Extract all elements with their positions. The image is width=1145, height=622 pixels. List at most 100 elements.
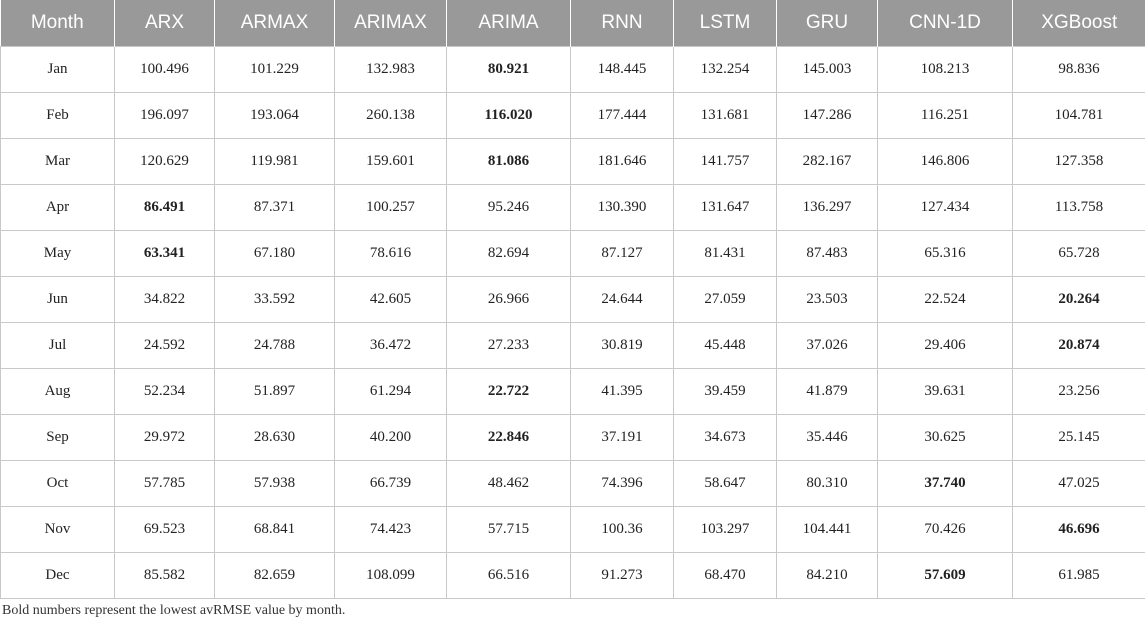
value-cell: 78.616 <box>334 230 447 277</box>
value-cell: 61.985 <box>1012 552 1145 599</box>
month-cell: Jun <box>0 276 115 323</box>
month-cell: Jan <box>0 46 115 93</box>
value-cell: 81.431 <box>673 230 777 277</box>
value-cell: 103.297 <box>673 506 777 553</box>
value-cell: 45.448 <box>673 322 777 369</box>
value-cell: 87.127 <box>570 230 674 277</box>
month-cell: Jul <box>0 322 115 369</box>
value-cell: 20.264 <box>1012 276 1145 323</box>
value-cell: 136.297 <box>776 184 878 231</box>
value-cell: 22.524 <box>877 276 1013 323</box>
table-row: May 63.341 67.180 78.616 82.694 87.127 81.431 8… <box>0 230 1145 277</box>
value-cell: 68.470 <box>673 552 777 599</box>
value-cell: 30.819 <box>570 322 674 369</box>
value-cell: 57.938 <box>214 460 335 507</box>
month-cell: Mar <box>0 138 115 185</box>
table-row: Oct 57.785 57.938 66.739 48.462 74.396 58.647 8… <box>0 460 1145 507</box>
value-cell: 37.191 <box>570 414 674 461</box>
month-cell: Feb <box>0 92 115 139</box>
month-cell: Apr <box>0 184 115 231</box>
header-month: Month <box>0 0 115 47</box>
value-cell: 147.286 <box>776 92 878 139</box>
table-row: Jul 24.592 24.788 36.472 27.233 30.819 45.448 3… <box>0 322 1145 369</box>
header-cnn-1d: CNN-1D <box>877 0 1013 47</box>
value-cell: 104.781 <box>1012 92 1145 139</box>
results-table: Month ARX ARMAX ARIMAX ARIMA RNN LSTM GR… <box>0 0 1145 599</box>
value-cell: 57.715 <box>446 506 571 553</box>
table-row: Apr 86.491 87.371 100.257 95.246 130.390 131.6… <box>0 184 1145 231</box>
value-cell: 52.234 <box>114 368 215 415</box>
header-xgboost: XGBoost <box>1012 0 1145 47</box>
value-cell: 40.200 <box>334 414 447 461</box>
value-cell: 35.446 <box>776 414 878 461</box>
table-row: Feb 196.097 193.064 260.138 116.020 177.444 13… <box>0 92 1145 139</box>
value-cell: 260.138 <box>334 92 447 139</box>
value-cell: 196.097 <box>114 92 215 139</box>
value-cell: 80.921 <box>446 46 571 93</box>
value-cell: 181.646 <box>570 138 674 185</box>
value-cell: 69.523 <box>114 506 215 553</box>
table-body: Jan 100.496 101.229 132.983 80.921 148.445 132… <box>0 46 1145 599</box>
value-cell: 25.145 <box>1012 414 1145 461</box>
value-cell: 28.630 <box>214 414 335 461</box>
header-arima: ARIMA <box>446 0 571 47</box>
value-cell: 68.841 <box>214 506 335 553</box>
value-cell: 82.694 <box>446 230 571 277</box>
value-cell: 113.758 <box>1012 184 1145 231</box>
value-cell: 82.659 <box>214 552 335 599</box>
value-cell: 37.740 <box>877 460 1013 507</box>
value-cell: 24.592 <box>114 322 215 369</box>
value-cell: 131.681 <box>673 92 777 139</box>
value-cell: 42.605 <box>334 276 447 323</box>
value-cell: 91.273 <box>570 552 674 599</box>
value-cell: 131.647 <box>673 184 777 231</box>
header-row: Month ARX ARMAX ARIMAX ARIMA RNN LSTM GR… <box>0 0 1145 47</box>
value-cell: 27.233 <box>446 322 571 369</box>
value-cell: 41.879 <box>776 368 878 415</box>
header-arimax: ARIMAX <box>334 0 447 47</box>
month-cell: May <box>0 230 115 277</box>
value-cell: 39.459 <box>673 368 777 415</box>
value-cell: 47.025 <box>1012 460 1145 507</box>
value-cell: 57.609 <box>877 552 1013 599</box>
value-cell: 51.897 <box>214 368 335 415</box>
value-cell: 61.294 <box>334 368 447 415</box>
value-cell: 145.003 <box>776 46 878 93</box>
value-cell: 177.444 <box>570 92 674 139</box>
value-cell: 58.647 <box>673 460 777 507</box>
table-footnote: Bold numbers represent the lowest avRMSE… <box>2 603 346 618</box>
value-cell: 159.601 <box>334 138 447 185</box>
value-cell: 95.246 <box>446 184 571 231</box>
value-cell: 81.086 <box>446 138 571 185</box>
value-cell: 34.673 <box>673 414 777 461</box>
value-cell: 27.059 <box>673 276 777 323</box>
value-cell: 23.256 <box>1012 368 1145 415</box>
value-cell: 98.836 <box>1012 46 1145 93</box>
value-cell: 86.491 <box>114 184 215 231</box>
value-cell: 24.788 <box>214 322 335 369</box>
table-row: Nov 69.523 68.841 74.423 57.715 100.36 103.297… <box>0 506 1145 553</box>
value-cell: 87.371 <box>214 184 335 231</box>
value-cell: 74.396 <box>570 460 674 507</box>
value-cell: 101.229 <box>214 46 335 93</box>
value-cell: 116.251 <box>877 92 1013 139</box>
header-arx: ARX <box>114 0 215 47</box>
value-cell: 100.36 <box>570 506 674 553</box>
value-cell: 26.966 <box>446 276 571 323</box>
value-cell: 57.785 <box>114 460 215 507</box>
value-cell: 84.210 <box>776 552 878 599</box>
value-cell: 108.099 <box>334 552 447 599</box>
value-cell: 127.434 <box>877 184 1013 231</box>
value-cell: 193.064 <box>214 92 335 139</box>
value-cell: 23.503 <box>776 276 878 323</box>
value-cell: 120.629 <box>114 138 215 185</box>
header-rnn: RNN <box>570 0 674 47</box>
value-cell: 29.972 <box>114 414 215 461</box>
value-cell: 85.582 <box>114 552 215 599</box>
value-cell: 66.739 <box>334 460 447 507</box>
value-cell: 70.426 <box>877 506 1013 553</box>
value-cell: 119.981 <box>214 138 335 185</box>
table-row: Aug 52.234 51.897 61.294 22.722 41.395 39.459 4… <box>0 368 1145 415</box>
value-cell: 282.167 <box>776 138 878 185</box>
header-lstm: LSTM <box>673 0 777 47</box>
